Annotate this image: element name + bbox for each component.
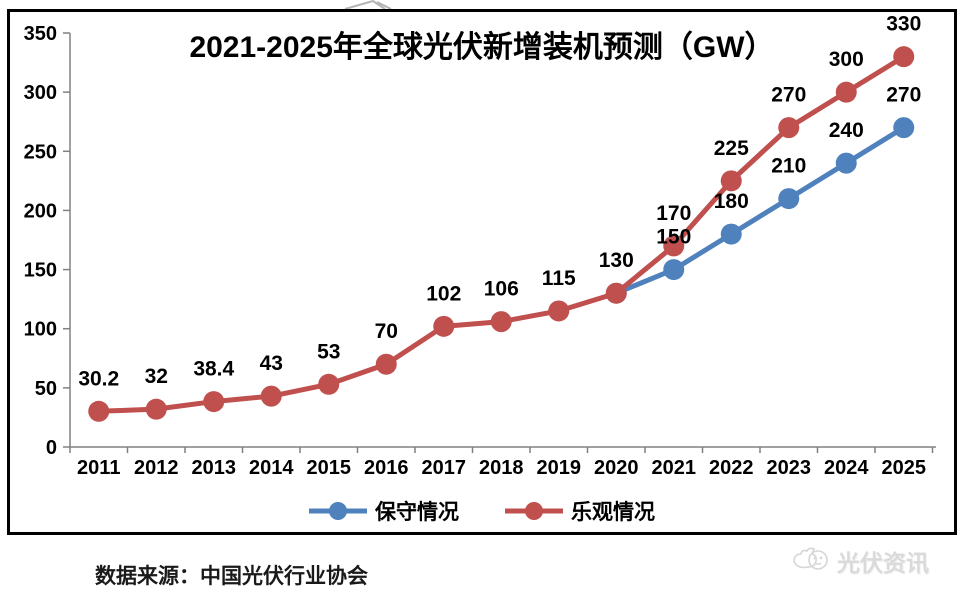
- data-label-optimistic: 106: [484, 278, 519, 301]
- y-tick-label: 100: [24, 319, 57, 341]
- x-tick-label: 2022: [709, 457, 754, 479]
- legend-marker-optimistic: [505, 502, 563, 520]
- data-label-optimistic: 32: [145, 365, 168, 388]
- data-point-optimistic: [893, 46, 915, 68]
- data-point-conservative: [835, 152, 857, 174]
- x-tick-label: 2019: [537, 457, 582, 479]
- y-tick-label: 300: [24, 82, 57, 104]
- chart-title: 2021-2025年全球光伏新增装机预测（GW）: [189, 31, 775, 64]
- data-label-optimistic: 70: [375, 320, 398, 343]
- series-labels-conservative: 150 180 210 240 270: [656, 84, 921, 249]
- data-point-optimistic: [778, 117, 800, 139]
- legend-item-optimistic: 乐观情况: [505, 496, 655, 526]
- data-point-optimistic: [548, 300, 570, 322]
- y-tick-label: 350: [24, 23, 57, 45]
- data-label-conservative: 180: [714, 190, 749, 213]
- data-point-optimistic: [835, 81, 857, 103]
- data-label-optimistic: 38.4: [193, 358, 234, 381]
- data-label-conservative: 210: [771, 155, 806, 178]
- chart-legend: 保守情况 乐观情况: [7, 494, 957, 528]
- data-label-optimistic: 115: [542, 267, 576, 290]
- x-axis-ticks: [69, 447, 934, 453]
- data-point-conservative: [893, 117, 915, 139]
- x-tick-label: 2016: [364, 457, 409, 479]
- series-optimistic: [88, 46, 915, 422]
- data-label-optimistic: 170: [656, 202, 691, 225]
- y-axis-ticks: [63, 32, 70, 448]
- data-label-conservative: 240: [829, 119, 864, 142]
- y-tick-label: 0: [46, 437, 57, 459]
- legend-label-conservative: 保守情况: [375, 501, 459, 524]
- x-tick-label: 2025: [882, 457, 927, 479]
- data-point-optimistic: [203, 391, 225, 413]
- x-tick-label: 2012: [134, 457, 179, 479]
- data-label-optimistic: 30.2: [78, 367, 119, 390]
- x-tick-label: 2020: [594, 457, 639, 479]
- y-tick-label: 250: [24, 141, 57, 163]
- x-tick-label: 2011: [77, 457, 120, 479]
- data-point-optimistic: [605, 282, 627, 304]
- top-watermark-fragment: [344, 0, 392, 10]
- data-label-optimistic: 270: [771, 84, 806, 107]
- data-label-optimistic: 130: [599, 249, 634, 272]
- legend-marker-conservative: [309, 502, 367, 520]
- data-label-conservative: 270: [886, 84, 921, 107]
- data-point-optimistic: [490, 311, 512, 333]
- data-point-optimistic: [318, 373, 340, 395]
- y-tick-label: 150: [24, 260, 57, 282]
- data-point-optimistic: [145, 398, 167, 420]
- legend-label-optimistic: 乐观情况: [571, 501, 655, 524]
- brand-logo-icon: [793, 547, 828, 570]
- data-label-optimistic: 43: [260, 352, 283, 375]
- data-point-optimistic: [260, 385, 282, 407]
- x-tick-label: 2014: [249, 457, 294, 479]
- x-tick-label: 2024: [824, 457, 869, 479]
- data-point-optimistic: [663, 235, 685, 257]
- y-tick-label: 50: [35, 378, 57, 400]
- data-point-optimistic: [433, 315, 455, 337]
- series-conservative: [605, 117, 915, 304]
- data-point-optimistic: [88, 400, 110, 422]
- brand-watermark: 光伏资讯: [793, 544, 929, 578]
- x-tick-label: 2021: [652, 457, 697, 479]
- x-axis-labels: 2011 2012 2013 2014 2015 2016 2017 2018 2019 2020…: [77, 457, 926, 479]
- data-point-optimistic: [720, 170, 742, 192]
- x-tick-label: 2015: [307, 457, 352, 479]
- brand-logo-text: 光伏资讯: [837, 550, 929, 576]
- data-label-optimistic: 300: [829, 48, 864, 71]
- axes: [69, 33, 936, 448]
- series-labels-optimistic: 30.2 32 38.4 43 53 70 102 106 115 130 170 225 270 300…: [78, 13, 921, 391]
- y-axis-labels: 0 50 100 150 200 250 300 350: [24, 23, 57, 459]
- x-tick-label: 2013: [192, 457, 237, 479]
- data-label-optimistic: 330: [886, 13, 921, 36]
- data-label-conservative: 150: [656, 226, 691, 249]
- x-tick-label: 2017: [422, 457, 467, 479]
- x-tick-label: 2023: [767, 457, 812, 479]
- data-label-optimistic: 53: [317, 340, 340, 363]
- data-point-conservative: [778, 188, 800, 210]
- legend-item-conservative: 保守情况: [309, 496, 459, 526]
- data-label-optimistic: 102: [426, 282, 461, 305]
- y-tick-label: 200: [24, 200, 57, 222]
- data-point-conservative: [663, 259, 685, 281]
- data-point-conservative: [720, 223, 742, 245]
- x-tick-label: 2018: [479, 457, 524, 479]
- data-label-optimistic: 225: [714, 137, 749, 160]
- data-source-text: 数据来源：中国光伏行业协会: [95, 565, 368, 588]
- data-point-optimistic: [375, 353, 397, 375]
